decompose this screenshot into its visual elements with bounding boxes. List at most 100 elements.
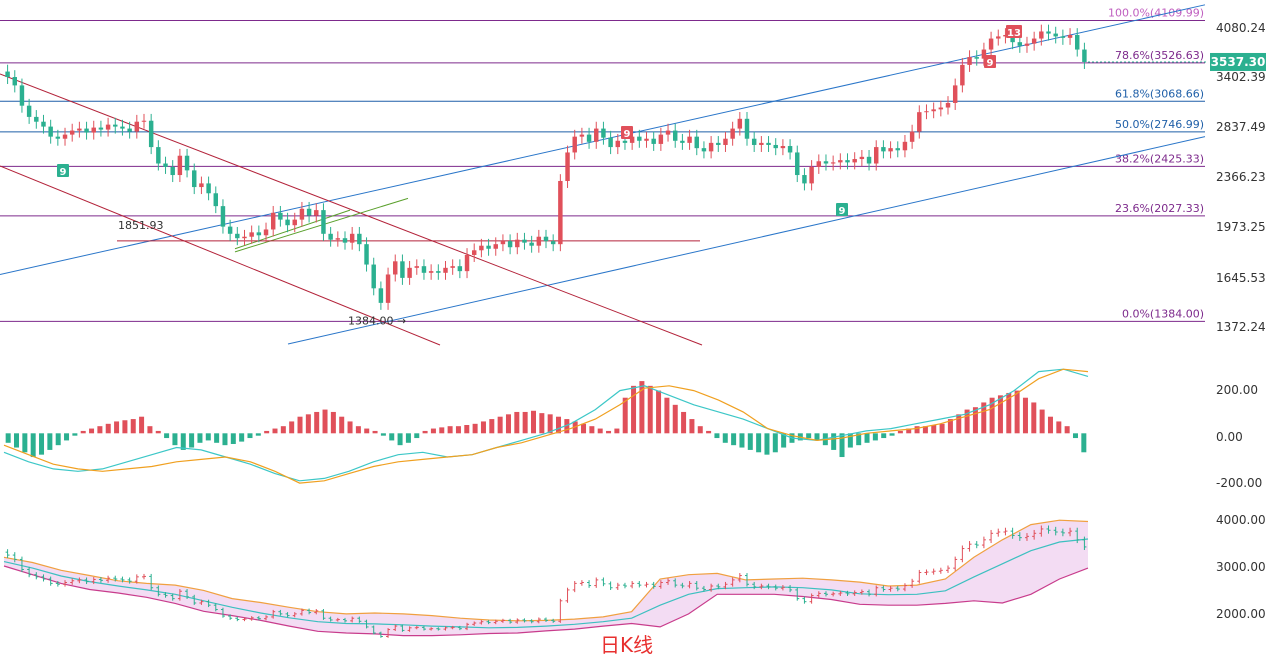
candle-body bbox=[787, 146, 793, 153]
macd-histogram-bar bbox=[130, 419, 136, 434]
candle-body bbox=[486, 245, 491, 249]
macd-histogram-bar bbox=[514, 411, 520, 434]
macd-dif-line bbox=[3, 368, 1089, 482]
candle-body bbox=[565, 152, 570, 181]
candle-body bbox=[321, 210, 326, 234]
candle-body bbox=[601, 128, 606, 138]
trend-line bbox=[0, 4, 1206, 275]
macd-histogram-bar bbox=[297, 416, 303, 434]
candle-body bbox=[328, 233, 333, 240]
candle-body bbox=[644, 138, 649, 141]
macd-histogram-bar bbox=[147, 426, 153, 434]
candle-body bbox=[629, 136, 635, 143]
candle-body bbox=[69, 130, 75, 135]
macd-histogram-bar bbox=[39, 433, 45, 455]
macd-histogram-bar bbox=[189, 433, 195, 448]
candle-body bbox=[507, 241, 513, 248]
candle-body bbox=[550, 241, 556, 245]
candle-body bbox=[62, 134, 68, 139]
macd-histogram-bar bbox=[347, 421, 353, 434]
candle-body bbox=[464, 254, 470, 272]
candle-body bbox=[192, 170, 197, 188]
candle-body bbox=[838, 160, 843, 163]
macd-histogram-bar bbox=[922, 426, 928, 434]
candle-body bbox=[766, 142, 771, 145]
candle-body bbox=[98, 127, 104, 130]
candle-body bbox=[170, 166, 175, 176]
candle-body bbox=[249, 232, 254, 237]
macd-histogram-bar bbox=[564, 419, 570, 434]
bollinger-panel: 4000.00 3000.00 2000.00 bbox=[3, 513, 1266, 638]
candle-body bbox=[479, 245, 484, 251]
macd-histogram-bar bbox=[964, 409, 970, 434]
macd-histogram-bar bbox=[455, 426, 461, 434]
candle-body bbox=[515, 239, 520, 248]
annotation-high: 1851.93 bbox=[118, 219, 164, 232]
macd-histogram-bar bbox=[439, 427, 445, 434]
candle-body bbox=[572, 136, 577, 153]
macd-histogram-bar bbox=[14, 433, 20, 448]
candle-body bbox=[780, 146, 786, 149]
candle-body bbox=[981, 49, 987, 59]
candle-body bbox=[335, 238, 341, 240]
candle-body bbox=[177, 155, 183, 176]
boll-upper-line bbox=[3, 519, 1089, 622]
macd-histogram-bar bbox=[1064, 426, 1070, 434]
macd-histogram-bar bbox=[931, 425, 937, 434]
candle-body bbox=[342, 238, 348, 243]
candle-body bbox=[134, 121, 140, 132]
macd-histogram-bar bbox=[731, 433, 737, 446]
candle-body bbox=[845, 160, 850, 163]
candle-body bbox=[723, 138, 728, 145]
macd-histogram-bar bbox=[30, 433, 36, 458]
macd-histogram-bar bbox=[264, 430, 270, 434]
macd-histogram-bar bbox=[305, 414, 311, 434]
annotation-low: 1384.00 → bbox=[348, 314, 406, 327]
candle-body bbox=[105, 124, 111, 130]
macd-histogram-bar bbox=[539, 413, 545, 434]
main-y-tick: 3402.39 bbox=[1216, 70, 1266, 84]
td-marker bbox=[621, 126, 633, 139]
main-y-tick: 4080.24 bbox=[1216, 21, 1266, 35]
main-y-tick: 1645.53 bbox=[1216, 271, 1266, 285]
boll-lower-line bbox=[3, 565, 1089, 637]
candle-body bbox=[443, 267, 448, 273]
candle-body bbox=[1053, 33, 1058, 37]
main-price-panel: 100.0%(4109.99) 78.6%(3526.63) 61.8%(3068.… bbox=[0, 4, 1266, 346]
boll-y-tick: 4000.00 bbox=[1216, 513, 1266, 527]
macd-histogram-bar bbox=[764, 433, 770, 455]
candle-body bbox=[1060, 36, 1066, 38]
macd-histogram-bar bbox=[889, 433, 895, 436]
macd-histogram-bar bbox=[239, 433, 245, 442]
candle-body bbox=[866, 156, 872, 164]
macd-histogram-bar bbox=[55, 433, 61, 446]
candle-body bbox=[608, 137, 613, 148]
candle-body bbox=[1067, 34, 1073, 38]
macd-y-tick: 200.00 bbox=[1216, 383, 1258, 397]
macd-histogram-bar bbox=[5, 433, 11, 443]
candle-body bbox=[278, 212, 283, 220]
macd-histogram-bar bbox=[447, 426, 453, 434]
candle-body bbox=[579, 134, 585, 137]
candle-body bbox=[672, 130, 678, 141]
candle-body bbox=[924, 111, 929, 113]
candle-body bbox=[357, 233, 362, 245]
macd-histogram-bar bbox=[747, 433, 753, 450]
macd-histogram-bar bbox=[180, 433, 186, 450]
candle-body bbox=[522, 239, 527, 243]
last-price-tag bbox=[1210, 52, 1266, 71]
candle-body bbox=[558, 180, 563, 245]
macd-histogram-bar bbox=[197, 433, 203, 443]
candle-body bbox=[852, 159, 857, 163]
macd-histogram-bar bbox=[614, 428, 620, 434]
main-y-tick: 2366.23 bbox=[1216, 170, 1266, 184]
chart-caption: 日K线 bbox=[600, 633, 653, 657]
macd-histogram-bar bbox=[172, 433, 178, 446]
candle-body bbox=[694, 136, 699, 149]
macd-dea-line bbox=[3, 368, 1089, 484]
candle-body bbox=[637, 136, 642, 141]
candle-body bbox=[163, 163, 168, 167]
macd-histogram-bar bbox=[339, 416, 345, 434]
candle-body bbox=[615, 140, 621, 148]
candle-body bbox=[48, 126, 53, 137]
